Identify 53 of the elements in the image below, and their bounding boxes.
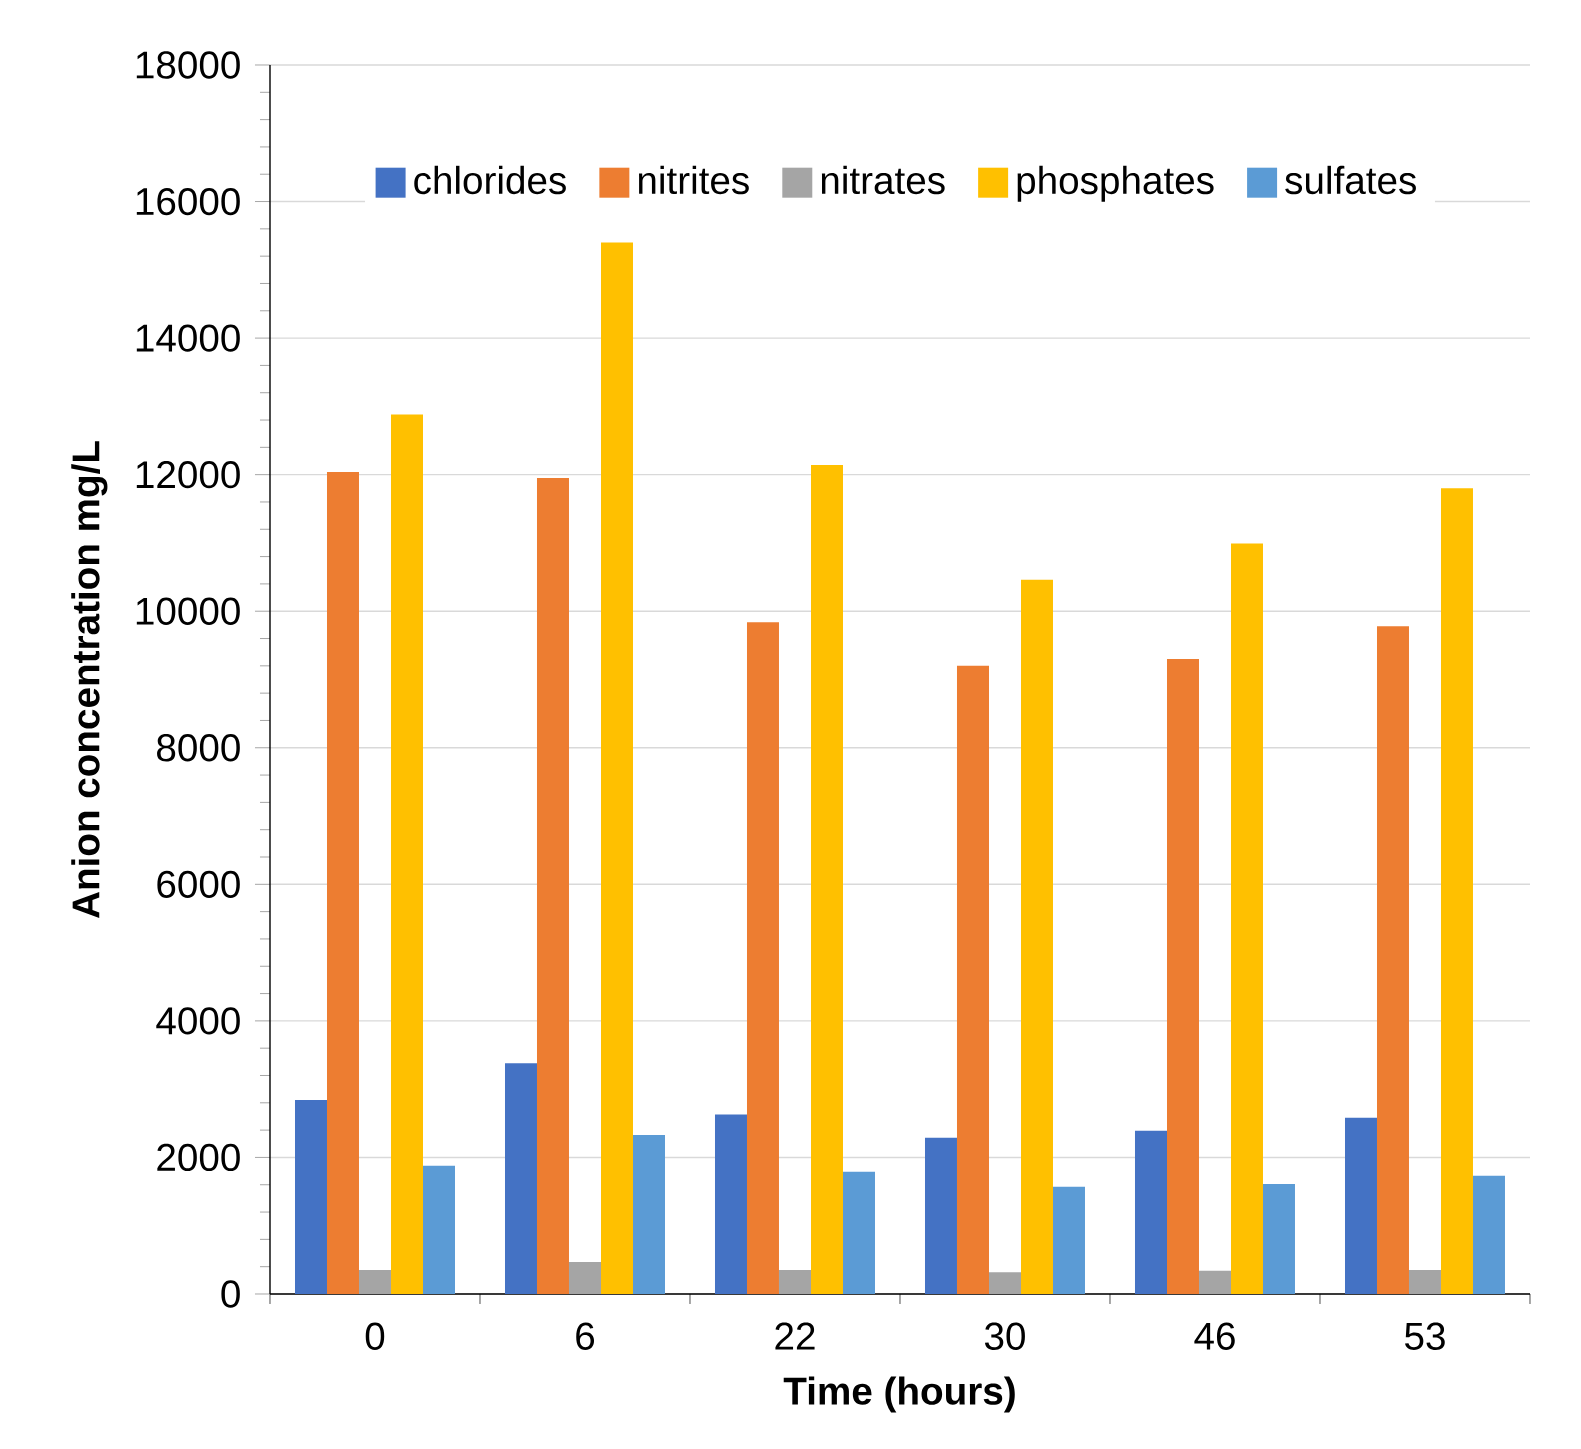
bar	[1134, 1130, 1167, 1294]
bar	[811, 465, 843, 1294]
bar	[601, 242, 633, 1294]
bar	[295, 1100, 327, 1294]
y-axis-title: Anion concentration mg/L	[71, 441, 108, 919]
bar	[423, 1165, 455, 1294]
bar	[568, 1261, 601, 1294]
y-tick-label: 0	[221, 1280, 240, 1308]
bar	[536, 478, 569, 1294]
bar	[924, 1137, 957, 1294]
bar	[1262, 1184, 1295, 1294]
x-tick-label: 22	[775, 1322, 815, 1350]
bar	[989, 1272, 1021, 1294]
bar	[843, 1171, 875, 1294]
bar	[714, 1114, 747, 1294]
bar	[327, 471, 359, 1294]
bar	[1230, 543, 1263, 1294]
x-tick-label: 53	[1405, 1322, 1445, 1350]
y-tick-label: 10000	[136, 597, 240, 625]
legend-label: nitrates	[821, 165, 945, 195]
bar	[956, 665, 989, 1294]
bar	[1440, 488, 1473, 1294]
y-tick-label: 12000	[136, 461, 240, 489]
bar	[633, 1134, 665, 1294]
bar	[1052, 1186, 1085, 1294]
legend-label: sulfates	[1285, 165, 1416, 195]
bar	[1167, 659, 1199, 1294]
bar	[390, 414, 423, 1294]
legend-label: chlorides	[414, 165, 566, 195]
bar	[358, 1270, 391, 1294]
x-tick-label: 6	[576, 1322, 595, 1350]
bar	[1021, 579, 1053, 1294]
legend-label: phosphates	[1017, 165, 1214, 202]
legend-label: nitrites	[638, 165, 749, 195]
bar	[1345, 1117, 1377, 1294]
x-tick-label: 0	[365, 1322, 385, 1350]
y-tick-label: 6000	[157, 870, 240, 899]
x-tick-label: 46	[1194, 1322, 1235, 1350]
y-tick-label: 4000	[156, 1007, 240, 1035]
x-tick-label: 30	[984, 1322, 1025, 1350]
bar	[746, 622, 779, 1294]
bar	[1198, 1270, 1231, 1294]
y-tick-label: 2000	[157, 1143, 240, 1172]
bar	[1408, 1270, 1441, 1294]
bar	[504, 1063, 537, 1294]
y-tick-label: 16000	[136, 187, 240, 216]
bar	[1376, 626, 1409, 1294]
y-tick-label: 14000	[136, 324, 240, 352]
y-tick-label: 18000	[136, 51, 240, 79]
y-tick-label: 8000	[157, 734, 240, 762]
bar	[1472, 1175, 1505, 1294]
x-axis-title: Time (hours)	[783, 1376, 1015, 1413]
bar	[778, 1270, 811, 1294]
